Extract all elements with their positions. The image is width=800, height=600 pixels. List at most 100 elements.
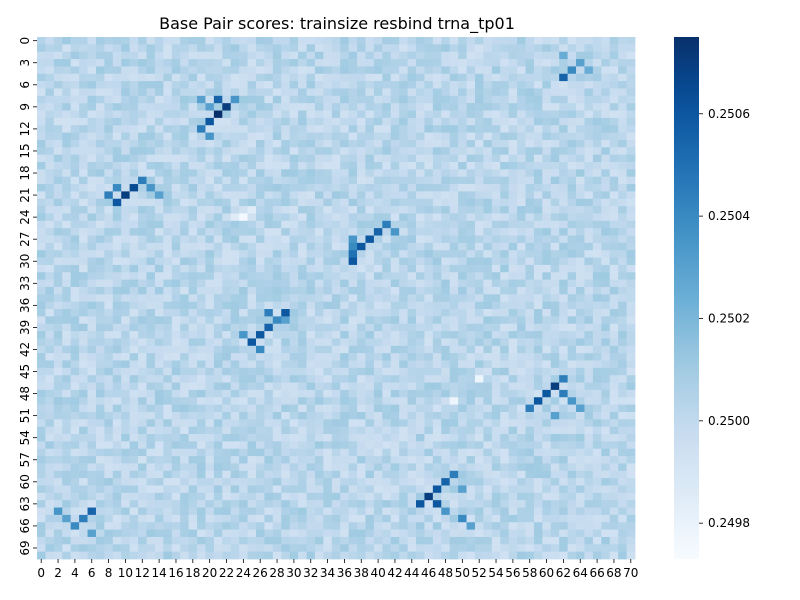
heatmap-cell xyxy=(247,37,257,45)
heatmap-cell xyxy=(584,448,594,457)
heatmap-cell xyxy=(146,51,156,60)
heatmap-cell xyxy=(491,176,501,185)
heatmap-cell xyxy=(618,117,627,126)
heatmap-cell xyxy=(129,514,139,523)
heatmap-cell xyxy=(45,426,55,435)
heatmap-cell xyxy=(483,206,493,214)
heatmap-cell xyxy=(357,213,366,222)
heatmap-cell xyxy=(129,536,139,545)
heatmap-cell xyxy=(373,463,383,472)
heatmap-cell xyxy=(163,485,173,494)
heatmap-cell xyxy=(340,367,350,376)
heatmap-cell xyxy=(500,220,510,229)
heatmap-cell xyxy=(255,191,265,200)
heatmap-cell xyxy=(609,206,619,214)
heatmap-cell xyxy=(618,316,627,325)
heatmap-cell xyxy=(517,419,526,428)
heatmap-cell xyxy=(357,125,366,133)
heatmap-cell xyxy=(306,500,316,508)
heatmap-cell xyxy=(331,316,341,325)
heatmap-cell xyxy=(340,154,350,163)
heatmap-cell xyxy=(62,286,72,295)
heatmap-cell xyxy=(323,228,333,236)
heatmap-cell xyxy=(331,161,341,170)
heatmap-cell xyxy=(567,117,577,126)
heatmap-cell xyxy=(348,301,358,310)
heatmap-cell xyxy=(163,103,173,111)
heatmap-cell xyxy=(306,463,316,472)
heatmap-cell xyxy=(272,37,282,45)
heatmap-cell xyxy=(112,492,122,501)
heatmap-cell xyxy=(222,88,232,97)
heatmap-cell xyxy=(79,81,88,89)
heatmap-cell xyxy=(281,492,291,501)
heatmap-cell xyxy=(407,522,417,530)
heatmap-cell xyxy=(517,456,526,464)
heatmap-cell xyxy=(331,294,341,303)
heatmap-cell xyxy=(458,522,467,530)
heatmap-cell xyxy=(79,529,88,538)
heatmap-cell xyxy=(272,279,282,288)
heatmap-cell xyxy=(53,59,63,67)
heatmap-cell xyxy=(458,161,467,170)
heatmap-cell xyxy=(331,434,341,442)
heatmap-cell xyxy=(584,250,594,258)
heatmap-cell xyxy=(432,235,442,244)
heatmap-cell xyxy=(550,81,560,89)
heatmap-cell xyxy=(340,257,350,266)
heatmap-cell xyxy=(601,323,611,332)
heatmap-cell xyxy=(163,95,173,104)
heatmap-cell xyxy=(609,257,619,266)
heatmap-cell xyxy=(213,419,223,428)
heatmap-cell xyxy=(180,367,190,376)
heatmap-cell xyxy=(70,382,80,391)
heatmap-cell xyxy=(180,264,190,273)
heatmap-cell xyxy=(424,235,434,244)
heatmap-cell xyxy=(138,88,147,97)
heatmap-cell xyxy=(87,316,97,325)
heatmap-cell xyxy=(62,191,72,200)
heatmap-cell xyxy=(567,66,577,75)
heatmap-cell xyxy=(37,44,46,53)
heatmap-cell xyxy=(255,228,265,236)
heatmap-cell xyxy=(373,375,383,383)
heatmap-cell xyxy=(508,220,518,229)
heatmap-cell xyxy=(483,544,493,553)
heatmap-cell xyxy=(121,81,131,89)
heatmap-cell xyxy=(441,154,451,163)
heatmap-cell xyxy=(230,235,240,244)
heatmap-cell xyxy=(112,301,122,310)
heatmap-cell xyxy=(247,286,257,295)
heatmap-cell xyxy=(180,492,190,501)
heatmap-cell xyxy=(357,463,366,472)
heatmap-cell xyxy=(331,522,341,530)
heatmap-cell xyxy=(559,544,569,553)
heatmap-cell xyxy=(79,404,88,413)
heatmap-cell xyxy=(348,529,358,538)
heatmap-cell xyxy=(239,316,248,325)
heatmap-cell xyxy=(163,125,173,133)
heatmap-cell xyxy=(416,367,425,376)
heatmap-cell xyxy=(525,59,535,67)
heatmap-cell xyxy=(298,220,307,229)
heatmap-cell xyxy=(95,367,105,376)
heatmap-cell xyxy=(205,59,215,67)
heatmap-cell xyxy=(618,301,627,310)
heatmap-cell xyxy=(53,426,63,435)
heatmap-cell xyxy=(197,382,206,391)
heatmap-cell xyxy=(37,176,46,185)
heatmap-cell xyxy=(500,478,510,486)
heatmap-cell xyxy=(424,103,434,111)
heatmap-cell xyxy=(239,434,248,442)
heatmap-cell xyxy=(483,154,493,163)
heatmap-cell xyxy=(104,404,114,413)
heatmap-cell xyxy=(609,184,619,192)
heatmap-cell xyxy=(390,81,400,89)
heatmap-cell xyxy=(550,382,560,391)
heatmap-cell xyxy=(441,125,451,133)
heatmap-cell xyxy=(576,235,585,244)
heatmap-cell xyxy=(264,184,274,192)
heatmap-cell xyxy=(62,139,72,148)
heatmap-cell xyxy=(272,470,282,479)
heatmap-cell xyxy=(407,228,417,236)
